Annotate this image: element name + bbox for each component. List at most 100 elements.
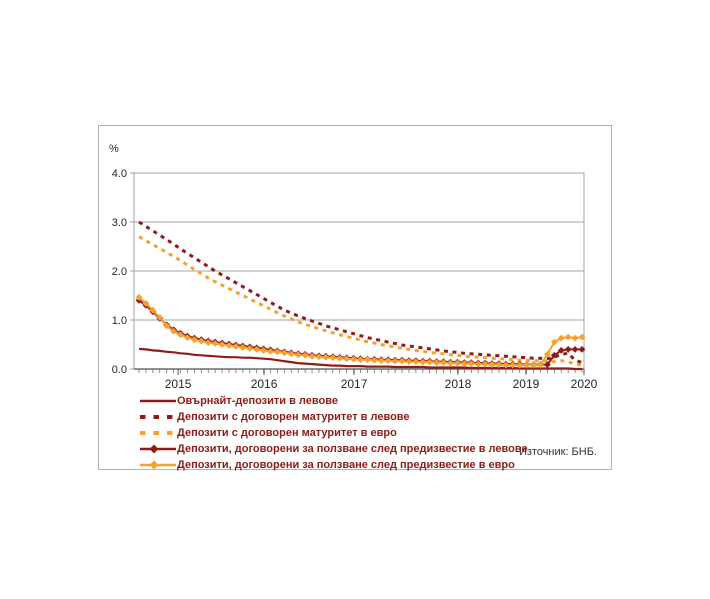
legend: Овърнайт-депозити в левове Депозити с дог… <box>139 393 528 473</box>
diamond-marker <box>322 353 330 361</box>
diamond-marker <box>377 357 385 365</box>
legend-swatch <box>140 399 176 403</box>
legend-label: Депозити, договорени за ползване след пр… <box>177 443 528 455</box>
diamond-marker <box>543 361 551 368</box>
y-tick-label: 2.0 <box>112 266 127 278</box>
legend-item-1: Депозити с договорен матуритет в левове <box>139 409 528 425</box>
y-tick-label: 1.0 <box>112 315 127 327</box>
diamond-marker <box>232 343 240 350</box>
legend-item-0: Овърнайт-депозити в левове <box>139 393 528 409</box>
diamond-marker <box>274 348 281 356</box>
diamond-marker <box>550 338 558 346</box>
diamond-marker <box>481 360 489 368</box>
diamond-marker <box>419 358 427 366</box>
x-tick-label: 2016 <box>251 377 278 391</box>
diamond-marker <box>460 360 468 368</box>
legend-label: Депозити, договорени за ползване след пр… <box>177 459 515 471</box>
diamond-marker <box>530 361 537 369</box>
diamond-marker <box>253 346 261 353</box>
legend-label: Депозити с договорен матуритет в левове <box>177 411 410 423</box>
legend-label: Депозити с договорен матуритет в евро <box>177 427 397 439</box>
diamond-marker <box>440 359 447 367</box>
diamond-marker <box>370 356 378 364</box>
diamond-marker <box>454 359 461 367</box>
diamond-marker <box>433 359 441 367</box>
diamond-marker <box>571 346 579 353</box>
diamond-marker <box>308 352 316 360</box>
legend-diamond-marker <box>149 460 159 470</box>
deposit-interest-rates-chart: 4.0 3.0 2.0 1.0 0.0 2015 2016 2017 2018 2019 2020 <box>112 168 598 391</box>
diamond-marker <box>190 336 198 343</box>
y-tick-label: 0.0 <box>112 364 127 376</box>
diamond-marker <box>260 346 267 354</box>
x-tick-label: 2017 <box>341 377 368 391</box>
diamond-marker <box>329 354 337 362</box>
diamond-marker <box>204 339 212 346</box>
diamond-marker <box>495 361 503 368</box>
diamond-marker <box>509 361 517 369</box>
legend-swatch <box>140 415 176 419</box>
legend-item-3: Депозити, договорени за ползване след пр… <box>139 441 528 457</box>
legend-item-2: Депозити с договорен матуритет в евро <box>139 425 528 441</box>
diamond-marker <box>246 345 254 352</box>
diamond-marker <box>564 346 572 353</box>
diamond-marker <box>447 359 454 367</box>
diamond-marker <box>197 337 205 345</box>
diamond-marker <box>516 361 524 369</box>
legend-diamond-marker <box>149 444 159 454</box>
diamond-marker <box>543 350 551 358</box>
diamond-marker <box>405 358 413 366</box>
diamond-marker <box>426 358 434 366</box>
diamond-marker <box>467 360 475 368</box>
diamond-marker <box>564 333 572 341</box>
diamond-marker <box>280 349 288 357</box>
legend-label: Овърнайт-депозити в левове <box>177 395 338 407</box>
x-tick-label: 2018 <box>445 377 472 391</box>
diamond-marker <box>267 347 274 355</box>
diamond-marker <box>398 357 406 365</box>
source-label: Източник: БНБ. <box>518 446 597 458</box>
y-tick-label: 3.0 <box>112 217 127 229</box>
legend-swatch <box>140 444 176 454</box>
diamond-marker <box>571 334 579 342</box>
y-axis-unit-label: % <box>109 143 119 155</box>
diamond-marker <box>578 333 586 341</box>
diamond-marker <box>294 351 302 359</box>
diamond-marker <box>537 361 544 369</box>
legend-swatch <box>140 460 176 470</box>
diamond-marker <box>488 361 496 368</box>
diamond-marker <box>391 357 399 365</box>
diamond-marker <box>502 361 510 369</box>
diamond-marker <box>315 353 323 361</box>
series-line-1 <box>138 220 583 365</box>
x-tick-label: 2015 <box>165 377 192 391</box>
diamond-marker <box>578 346 586 353</box>
diamond-marker <box>384 357 392 365</box>
diamond-marker <box>287 350 295 358</box>
diamond-marker <box>156 314 164 321</box>
series-line-0 <box>138 347 582 371</box>
diamond-marker <box>142 299 150 307</box>
diamond-marker <box>523 361 531 369</box>
diamond-marker <box>239 344 247 351</box>
diamond-marker <box>357 356 364 364</box>
x-tick-label: 2019 <box>513 377 540 391</box>
diamond-marker <box>149 306 157 314</box>
diamond-marker <box>225 342 233 349</box>
diamond-marker <box>343 355 351 363</box>
diamond-marker <box>135 294 143 301</box>
diamond-marker <box>350 355 357 363</box>
diamond-marker <box>550 351 558 359</box>
diamond-marker <box>336 354 344 362</box>
diamond-marker <box>177 331 184 339</box>
diamond-marker <box>170 327 178 335</box>
y-tick-label: 4.0 <box>112 168 127 180</box>
diamond-marker <box>364 356 371 364</box>
diamond-marker <box>184 334 191 342</box>
legend-swatch <box>140 431 176 435</box>
legend-item-4: Депозити, договорени за ползване след пр… <box>139 457 528 473</box>
diamond-marker <box>211 340 219 347</box>
series-line-2 <box>138 235 583 367</box>
x-tick-label: 2020 <box>571 377 598 391</box>
